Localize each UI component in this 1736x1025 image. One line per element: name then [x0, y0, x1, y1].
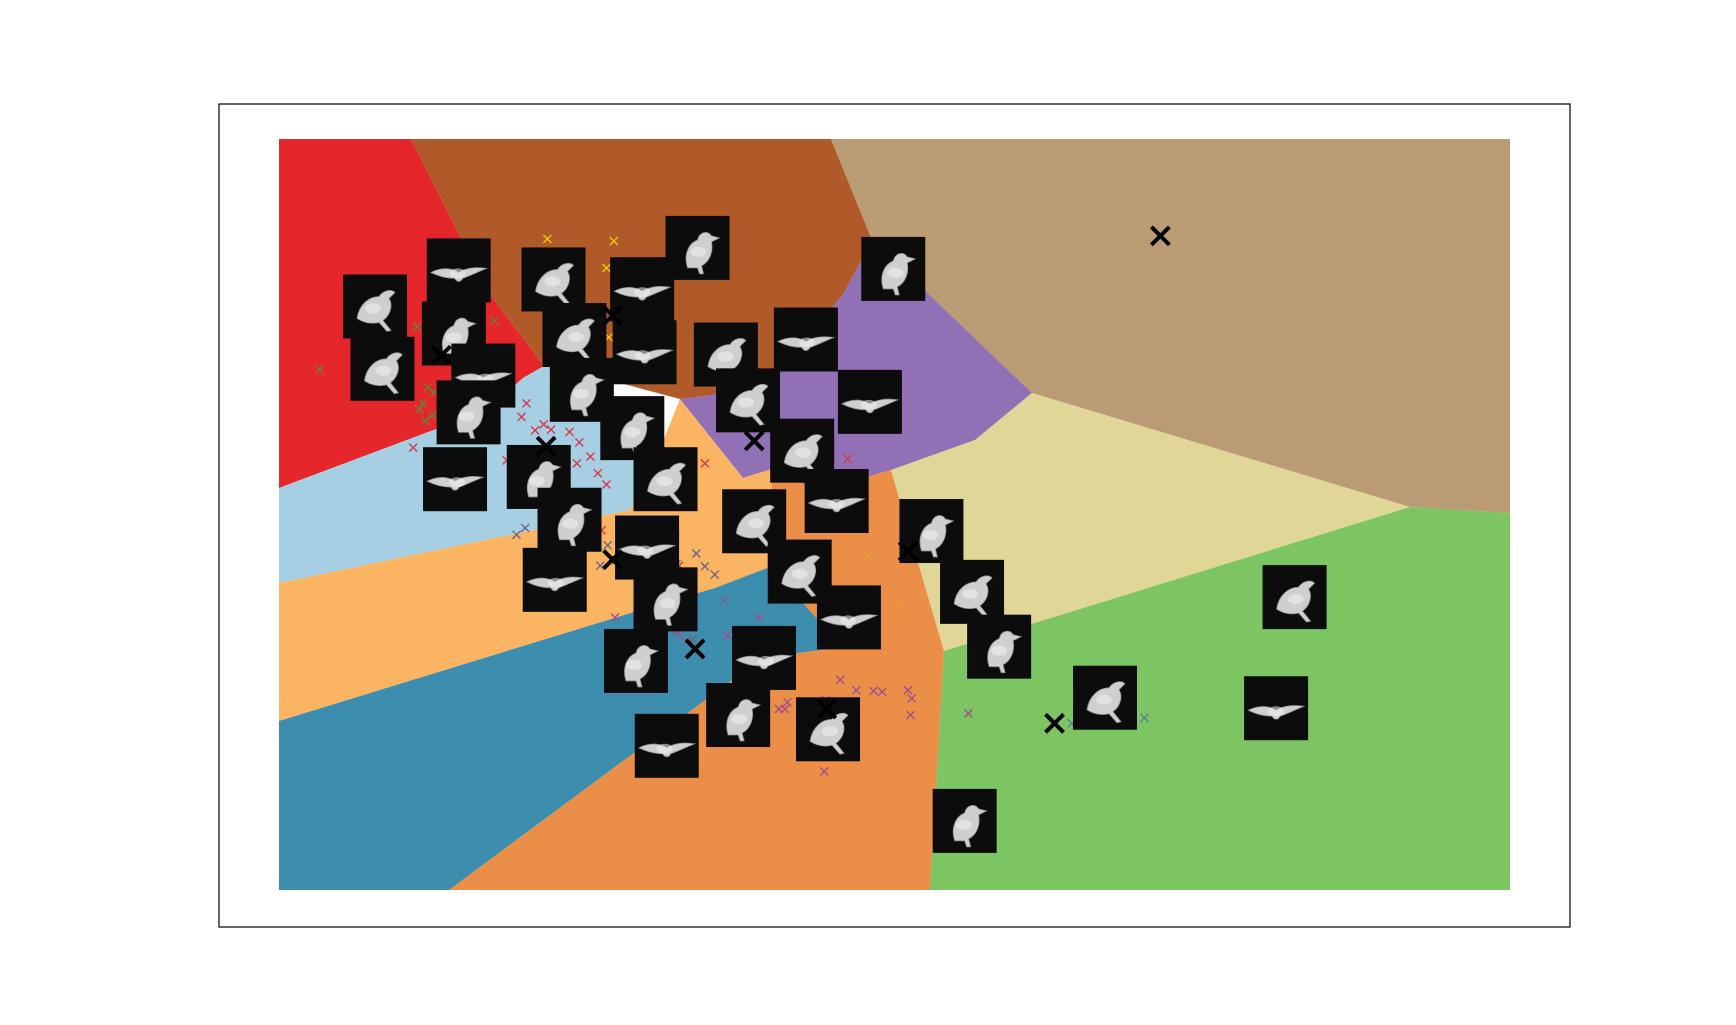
thumbnail-albatross-flight-2	[706, 683, 771, 748]
region-green	[930, 507, 1510, 890]
thumbnail-albatross-flight	[1244, 676, 1309, 741]
thumbnail-finch	[837, 369, 902, 434]
data-point	[782, 697, 792, 707]
centroid-marker	[684, 638, 706, 660]
centroid-marker	[602, 549, 624, 570]
data-point	[546, 425, 556, 435]
data-point	[489, 316, 499, 326]
thumbnail-tern-flight	[542, 303, 607, 368]
data-point	[603, 540, 613, 550]
data-point	[585, 452, 595, 462]
region-tan	[831, 139, 1510, 513]
data-point	[542, 234, 552, 244]
centroid-markers	[431, 225, 1171, 734]
thumbnail-sparrow	[521, 247, 586, 312]
data-point	[601, 263, 611, 273]
thumbnail-thrush-2	[537, 487, 602, 552]
data-point	[418, 398, 428, 408]
data-point	[574, 437, 584, 447]
thumbnail-albatross-sitting	[436, 380, 501, 445]
centroid-marker	[1044, 712, 1065, 734]
data-point	[530, 425, 540, 435]
data-point	[710, 570, 720, 580]
data-point	[774, 704, 784, 714]
centroid-marker	[535, 435, 557, 457]
data-point	[610, 612, 620, 622]
data-point	[906, 710, 915, 720]
centroid-marker	[431, 344, 452, 366]
centroid-marker	[602, 305, 624, 326]
thumbnail-finch-2	[1262, 565, 1327, 630]
centroid-marker	[816, 698, 838, 720]
thumbnail-grebe-2	[610, 257, 675, 322]
data-point	[819, 766, 829, 776]
centroid-marker	[743, 430, 765, 452]
data-point	[903, 685, 913, 695]
data-point	[700, 561, 710, 571]
thumbnail-parrot	[732, 625, 797, 690]
thumbnail-grebe	[343, 274, 408, 339]
data-point	[420, 416, 430, 426]
image-thumbnails	[343, 215, 1327, 853]
thumbnail-tern	[816, 585, 881, 650]
thumbnail-duck	[612, 320, 677, 385]
data-point	[843, 454, 853, 464]
data-point	[720, 596, 730, 606]
data-point	[408, 443, 418, 453]
data-point	[754, 612, 764, 622]
data-point	[835, 675, 845, 685]
thumbnail-pelican	[767, 539, 832, 604]
region-khaki	[891, 393, 1410, 651]
thumbnail-gull	[722, 489, 787, 554]
data-point	[595, 561, 605, 571]
thumbnail-blackbird	[861, 236, 926, 301]
thumbnail-kingfisher	[426, 238, 491, 303]
centroid-marker	[897, 540, 919, 562]
data-point	[691, 549, 701, 559]
thumbnail-gull-flight-3	[633, 447, 698, 512]
data-point	[520, 523, 530, 533]
thumbnail-thrush	[716, 368, 781, 433]
data-point	[521, 398, 531, 408]
thumbnail-cormorant	[522, 547, 587, 612]
data-point	[512, 530, 522, 540]
thumbnail-gull-2	[940, 559, 1005, 624]
data-point	[963, 709, 973, 719]
data-point	[517, 412, 527, 422]
data-point	[893, 602, 903, 612]
data-point	[565, 427, 575, 437]
data-point	[869, 686, 879, 696]
thumbnail-albatross-flight-3	[634, 713, 699, 778]
data-point	[609, 236, 619, 246]
region-teal	[279, 567, 843, 890]
data-point	[877, 687, 887, 697]
thumbnail-swallow-2	[423, 447, 488, 512]
data-point	[315, 365, 325, 375]
data-point	[539, 419, 549, 429]
data-point	[414, 404, 424, 414]
thumbnail-puffin	[633, 567, 698, 632]
data-point	[1139, 713, 1149, 723]
thumbnail-gull-flight	[350, 336, 415, 401]
data-point	[864, 552, 874, 562]
thumbnail-wren	[773, 307, 838, 372]
data-point	[851, 685, 861, 695]
thumbnail-eagle	[932, 788, 997, 853]
thumbnail-gannet	[967, 614, 1032, 679]
data-point	[700, 458, 710, 468]
data-point	[423, 383, 433, 393]
centroid-marker	[1149, 225, 1171, 247]
data-point	[572, 458, 582, 468]
data-point	[907, 694, 917, 703]
data-point	[722, 630, 732, 640]
thumbnail-shearwater	[603, 628, 668, 693]
data-point	[412, 322, 422, 332]
data-point	[601, 479, 611, 489]
thumbnail-gannet-flight	[1073, 665, 1138, 730]
data-point	[428, 410, 438, 420]
data-point	[593, 468, 603, 478]
thumbnail-hummingbird-2	[804, 468, 869, 533]
thumbnail-hummingbird	[665, 215, 730, 280]
